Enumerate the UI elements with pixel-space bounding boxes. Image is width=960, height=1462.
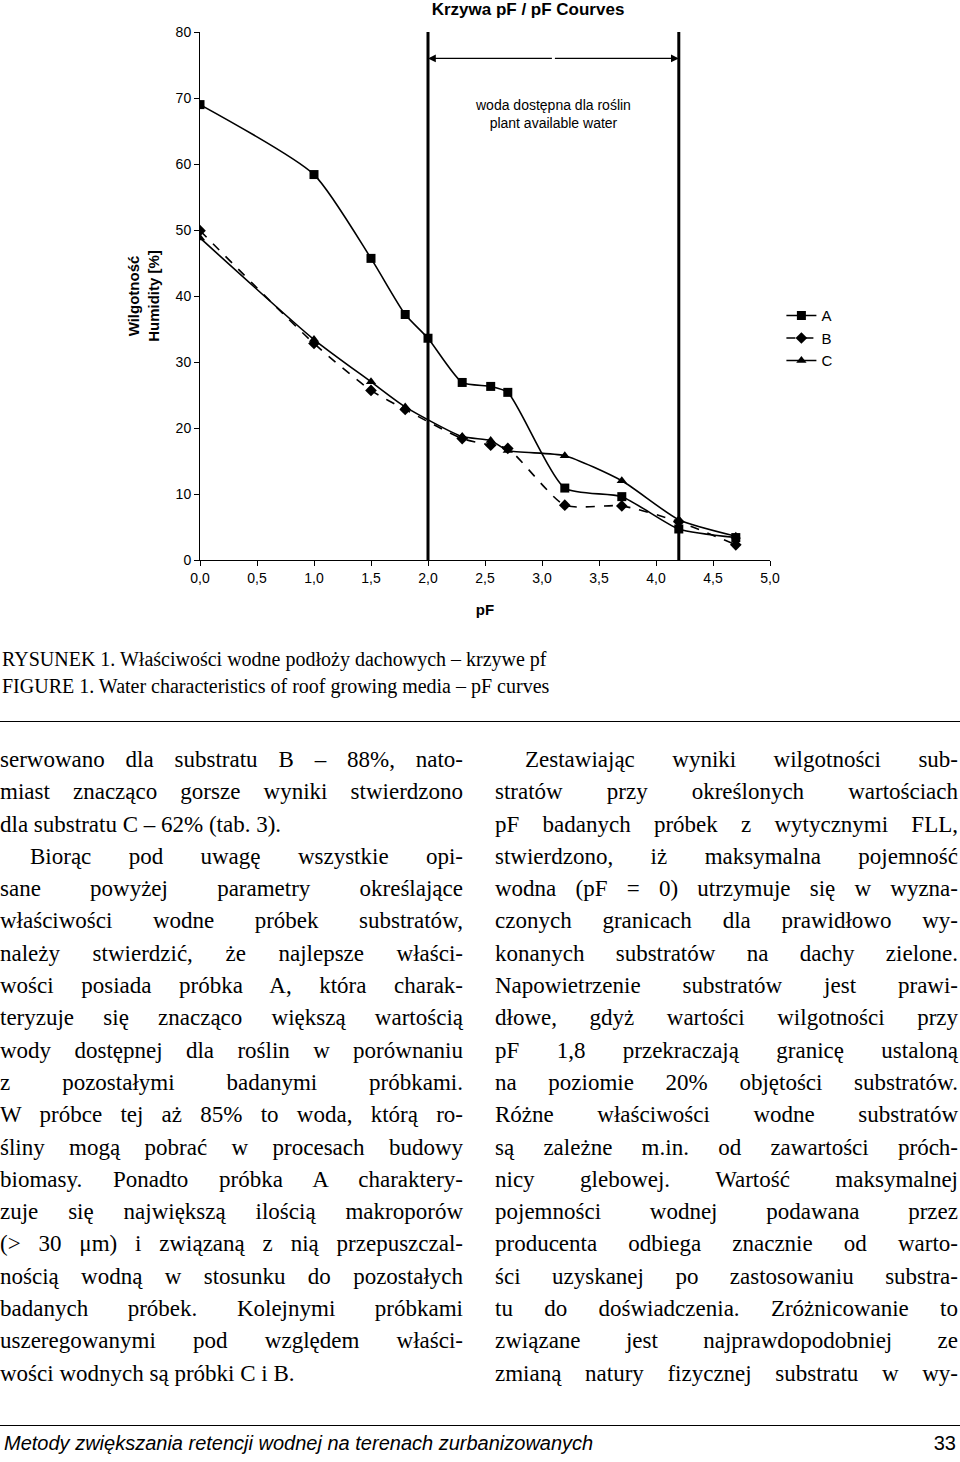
svg-text:pF: pF [476,601,494,618]
svg-text:1,0: 1,0 [304,570,324,586]
html-text:(> 30 μm) i związaną z nią prz: (> 30 μm) i związaną z nią przepuszczal- [0,1231,463,1257]
html-text:pojemności wodnej podawana prz: pojemności wodnej podawana przez [495,1199,958,1225]
svg-text:20: 20 [176,420,192,436]
html-text:serwowano dla substratu B – 88: serwowano dla substratu B – 88%, nato- [0,747,463,772]
svg-text:4,0: 4,0 [646,570,666,586]
svg-text:WilgotnośćHumidity [%]: WilgotnośćHumidity [%] [125,250,162,342]
svg-text:2,5: 2,5 [475,570,495,586]
html-text:Biorąc pod uwagę wszystkie opi: Biorąc pod uwagę wszystkie opi- [30,843,463,869]
svg-text:50: 50 [176,222,192,238]
svg-text:0,5: 0,5 [247,570,267,586]
html-text:uszeregowanymi pod względem wł: uszeregowanymi pod względem właści- [0,1328,463,1354]
svg-text:2,0: 2,0 [418,570,438,586]
html-text:należy stwierdzić, że najlepsz: należy stwierdzić, że najlepsze właści- [0,940,463,966]
svg-text:3,0: 3,0 [532,570,552,586]
html-text:z pozostałymi badanymi próbkam: z pozostałymi badanymi próbkami. [0,1070,463,1095]
html-text:Zestawiając wyniki wilgotności: Zestawiając wyniki wilgotności sub- [525,747,958,772]
html-text:zmianą natury fizycznej substr: zmianą natury fizycznej substratu w wy- [495,1360,958,1386]
html-text:zuje się największą ilością ma: zuje się największą ilością makroporów [0,1199,463,1225]
svg-text:60: 60 [176,156,192,172]
html-text:pF badanych próbek z wytycznym: pF badanych próbek z wytycznymi FLL, [495,811,958,837]
html-text:Napowietrzenie substratów jest: Napowietrzenie substratów jest prawi- [495,973,958,999]
html-text:33: 33 [933,1432,956,1454]
svg-text:30: 30 [176,354,192,370]
svg-text:A: A [821,307,831,324]
html-text:czonych granicach dla prawidło: czonych granicach dla prawidłowo wy- [495,908,958,934]
html-text:badanych próbek. Kolejnymi pró: badanych próbek. Kolejnymi próbkami [0,1296,463,1321]
svg-text:0,0: 0,0 [190,570,210,586]
html-text:właściwości wodne próbek subst: właściwości wodne próbek substratów, [0,908,463,934]
html-text:nicy glebowej. Wartość maksyma: nicy glebowej. Wartość maksymalnej [495,1166,958,1192]
svg-text:4,5: 4,5 [703,570,723,586]
html-text:producenta odbiega znacznie od: producenta odbiega znacznie od warto- [495,1231,958,1257]
html-text:na poziomie 20% objętości subs: na poziomie 20% objętości substratów. [495,1070,958,1095]
html-text:wodna (pF = 0) utrzymuje się w: wodna (pF = 0) utrzymuje się w wyzna- [495,876,958,902]
svg-text:C: C [821,352,832,369]
html-text:tu do doświadczenia. Zróżnicow: tu do doświadczenia. Zróżnicowanie to [495,1296,958,1321]
html-text:sane powyżej parametry określa: sane powyżej parametry określające [0,876,463,902]
svg-text:woda dostępna dla roślinplant: woda dostępna dla roślinplant available … [475,97,631,131]
html-text:wody dostępnej dla roślin w po: wody dostępnej dla roślin w porównaniu [0,1037,463,1063]
html-text:Metody zwiększania retencji wo: Metody zwiększania retencji wodnej na te… [4,1432,594,1454]
html-text:wości wodnych są próbki C i B.: wości wodnych są próbki C i B. [0,1360,295,1386]
svg-text:3,5: 3,5 [589,570,609,586]
html-text:konanych substratów na dachy z: konanych substratów na dachy zielone. [495,940,958,966]
html-text:ści uzyskanej po zastosowaniu: ści uzyskanej po zastosowaniu substra- [495,1263,958,1289]
html-text:pF 1,8 przekraczają granicę us: pF 1,8 przekraczają granicę ustaloną [495,1037,958,1063]
svg-text:B: B [821,330,831,347]
html-text:Różne właściwości wodne substr: Różne właściwości wodne substratów [495,1102,958,1128]
svg-text:80: 80 [176,24,192,40]
html-text:RYSUNEK 1. Właściwości wodne p: RYSUNEK 1. Właściwości wodne podłoży dac… [2,648,547,670]
html-text:W próbce tej aż 85% to woda, k: W próbce tej aż 85% to woda, którą ro- [0,1102,463,1128]
svg-text:40: 40 [176,288,192,304]
html-text:teryzuje się znacząco większą: teryzuje się znacząco większą wartością [0,1005,463,1031]
html-text:śliny mogą pobrać w procesach: śliny mogą pobrać w procesach budowy [0,1134,463,1160]
html-text:stratów przy określonych warto: stratów przy określonych wartościach [495,779,958,805]
svg-text:10: 10 [176,486,192,502]
html-text:dłowe, gdyż wartości wilgotnoś: dłowe, gdyż wartości wilgotności przy [495,1005,958,1031]
svg-text:0: 0 [183,552,191,568]
html-text:nością wodną w stosunku do poz: nością wodną w stosunku do pozostałych [0,1263,463,1289]
html-text:biomasy. Ponadto próbka A char: biomasy. Ponadto próbka A charaktery- [0,1166,463,1192]
html-text:miast znacząco gorsze wyniki s: miast znacząco gorsze wyniki stwierdzono [0,779,463,805]
html-text:dla substratu C – 62% (tab. 3): dla substratu C – 62% (tab. 3). [0,811,282,837]
svg-text:5,0: 5,0 [760,570,780,586]
html-text:stwierdzono, iż maksymalna poj: stwierdzono, iż maksymalna pojemność [495,843,958,869]
svg-text:Krzywa pF / pF Courves: Krzywa pF / pF Courves [432,0,625,19]
html-text:związane jest najprawdopodobni: związane jest najprawdopodobniej ze [495,1328,958,1354]
svg-text:1,5: 1,5 [361,570,381,586]
html-text:FIGURE 1. Water characteristic: FIGURE 1. Water characteristics of roof … [2,675,550,697]
svg-text:70: 70 [176,90,192,106]
html-text:wości posiada próbka A, która: wości posiada próbka A, która charak- [0,973,463,999]
html-text:są zależne m.in. od zawartości: są zależne m.in. od zawartości próch- [495,1134,958,1160]
